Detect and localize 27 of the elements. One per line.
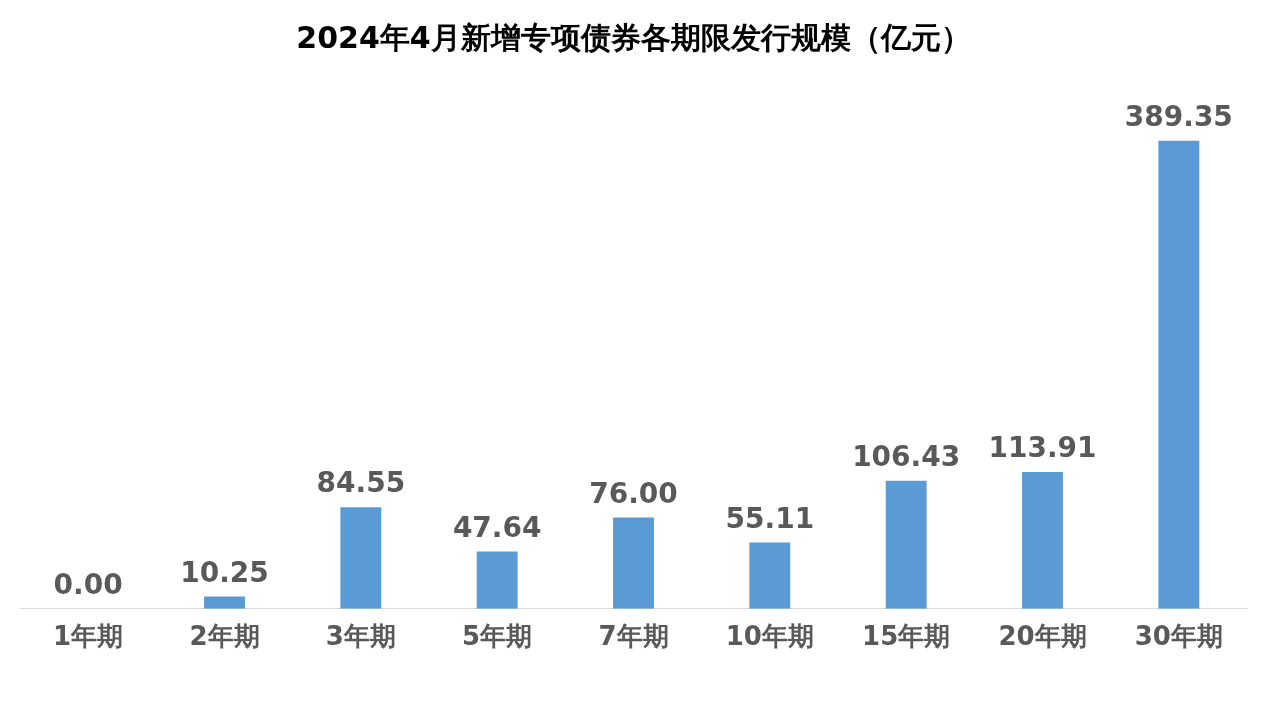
chart-title: 2024年4月新增专项债券各期限发行规模（亿元） <box>296 19 971 55</box>
data-label: 76.00 <box>589 476 678 510</box>
bar <box>613 517 654 609</box>
x-tick-label: 1年期 <box>53 621 124 652</box>
x-tick-label: 10年期 <box>725 621 814 652</box>
data-label: 10.25 <box>180 555 269 589</box>
bar <box>204 596 245 609</box>
x-tick-label: 2年期 <box>189 621 260 652</box>
x-tick-label: 20年期 <box>998 621 1087 652</box>
x-tick-label: 30年期 <box>1134 621 1223 652</box>
x-tick-label: 3年期 <box>325 621 396 652</box>
bar <box>1158 140 1200 609</box>
data-label: 389.35 <box>1124 100 1233 134</box>
bar <box>749 542 791 609</box>
bar <box>340 507 382 609</box>
data-label: 84.55 <box>316 466 406 500</box>
bar <box>1022 471 1063 609</box>
x-tick-label: 7年期 <box>598 621 669 652</box>
data-label: 55.11 <box>725 501 815 535</box>
data-label: 113.91 <box>988 431 1097 465</box>
data-label: 0.00 <box>53 568 123 602</box>
x-tick-label: 15年期 <box>862 621 951 652</box>
bar <box>476 551 518 609</box>
x-tick-label: 5年期 <box>462 621 533 652</box>
data-label: 47.64 <box>452 510 542 544</box>
bar <box>885 480 927 609</box>
data-label: 106.43 <box>852 440 961 474</box>
